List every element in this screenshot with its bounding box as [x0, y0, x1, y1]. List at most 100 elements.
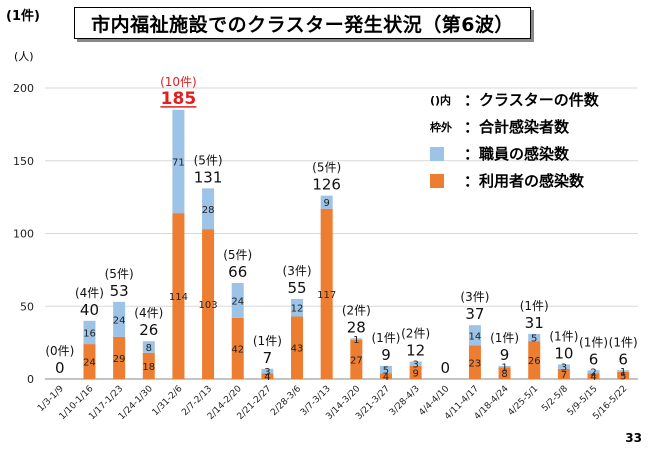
x-tick-label: 3/28-4/3 [388, 384, 422, 418]
legend-clusters-key: ()内 [430, 93, 452, 107]
bar-users [409, 365, 422, 379]
cluster-label: (5件) [105, 267, 134, 281]
y-tick-labels: 0 50 100 150 200 [13, 82, 34, 386]
data-label-staff: 3 [412, 360, 418, 371]
legend-total-key: 枠外 [430, 120, 452, 134]
bar-labels: 0(0件)241640(4件)292453(5件)18826(4件)114711… [45, 75, 637, 383]
bar-staff [291, 298, 304, 317]
bar-staff [142, 341, 155, 353]
bar-staff [320, 195, 333, 209]
cluster-label: (1件) [609, 335, 638, 349]
cluster-label: (3件) [460, 290, 489, 304]
x-tick-label: 1/3-1/9 [36, 384, 66, 414]
data-label-staff: 2 [590, 368, 596, 379]
bar-users [528, 341, 541, 379]
bar-staff [409, 361, 422, 366]
cluster-label: (4件) [134, 306, 163, 320]
bar-users [83, 344, 96, 379]
legend-row-staff: ：職員の感染数 [430, 140, 599, 167]
y-tick-label: 100 [13, 228, 34, 241]
y-tick-label: 150 [13, 155, 34, 168]
total-label: 66 [228, 263, 247, 281]
total-label: 6 [618, 350, 628, 368]
legend: ()内 ：クラスターの件数 枠外 ：合計感染者数 ：職員の感染数 ：利用者の感染… [430, 86, 599, 194]
bar-staff [468, 325, 481, 346]
data-label-users: 8 [501, 369, 507, 380]
cluster-label: (0件) [45, 344, 74, 358]
legend-staff-text: ：職員の感染数 [464, 145, 570, 163]
bar-users [468, 345, 481, 379]
cluster-label: (5件) [194, 153, 223, 167]
data-label-users: 42 [231, 344, 244, 355]
cluster-label: (1件) [579, 335, 608, 349]
data-label-staff: 8 [146, 343, 152, 354]
data-label-users: 9 [412, 368, 418, 379]
bar-users [142, 352, 155, 379]
title-box: 市内福祉施設でのクラスター発生状況（第6波） [74, 7, 531, 39]
total-label: 131 [194, 168, 223, 186]
x-tick-labels: 1/3-1/91/10-1/161/17-1/231/24-1/301/31-2… [36, 384, 629, 422]
data-label-users: 5 [620, 371, 626, 382]
page-number: 33 [625, 431, 642, 445]
total-label: 0 [55, 359, 65, 377]
bar-users [202, 229, 215, 379]
legend-users-swatch [430, 173, 444, 188]
data-label-staff: 71 [172, 157, 185, 168]
data-label-users: 4 [590, 372, 596, 383]
total-label: 31 [525, 314, 544, 332]
legend-row-total: 枠外 ：合計感染者数 [430, 113, 599, 140]
y-axis-unit: (人) [14, 50, 34, 63]
data-label-users: 4 [383, 372, 389, 383]
data-label-staff: 9 [323, 198, 329, 209]
x-tick-label: 5/2-5/8 [540, 384, 570, 414]
data-label-users: 103 [199, 300, 218, 311]
data-label-users: 24 [83, 358, 96, 369]
cluster-label: (2件) [342, 303, 371, 317]
total-label: 53 [110, 282, 129, 300]
bar-users [320, 208, 333, 379]
total-label: 10 [554, 344, 573, 362]
data-label-staff: 28 [202, 205, 215, 216]
total-label: 6 [589, 350, 599, 368]
data-label-staff: 3 [264, 367, 270, 378]
cluster-label: (1件) [549, 329, 578, 343]
bar-users [350, 339, 363, 379]
data-label-users: 18 [142, 362, 155, 373]
legend-clusters-text: ：クラスターの件数 [464, 91, 599, 109]
page-title: 市内福祉施設でのクラスター発生状況（第6波） [91, 13, 514, 36]
total-label: 126 [312, 176, 341, 194]
data-label-users: 4 [264, 372, 270, 383]
bar-staff [83, 320, 96, 345]
bar-staff [498, 365, 511, 368]
bar-users [231, 317, 244, 379]
bar-staff [350, 338, 363, 340]
y-tick-label: 200 [13, 82, 34, 95]
bar-staff [379, 365, 392, 374]
bar-staff [261, 368, 274, 374]
data-label-users: 114 [169, 292, 188, 303]
data-label-staff: 5 [383, 366, 389, 377]
bar-staff [231, 282, 244, 318]
data-label-staff: 1 [620, 367, 626, 378]
data-label-staff: 12 [291, 304, 304, 315]
bars [83, 109, 630, 379]
data-label-users: 43 [291, 344, 304, 355]
data-label-staff: 1 [501, 363, 507, 374]
data-label-users: 117 [317, 290, 336, 301]
data-label-staff: 24 [113, 315, 126, 326]
data-label-users: 23 [469, 358, 482, 369]
bar-staff [617, 370, 630, 372]
cluster-label: (1件) [253, 334, 282, 348]
data-label-users: 7 [561, 370, 567, 381]
y-tick-label: 0 [27, 373, 34, 386]
bar-users [113, 336, 126, 379]
legend-row-users: ：利用者の感染数 [430, 167, 599, 194]
cluster-label: (5件) [312, 161, 341, 175]
cluster-label: (10件) [160, 75, 197, 89]
total-label: 26 [139, 321, 158, 339]
cluster-label: (2件) [401, 327, 430, 341]
cluster-label: (1件) [490, 331, 519, 345]
bar-users [261, 373, 274, 379]
